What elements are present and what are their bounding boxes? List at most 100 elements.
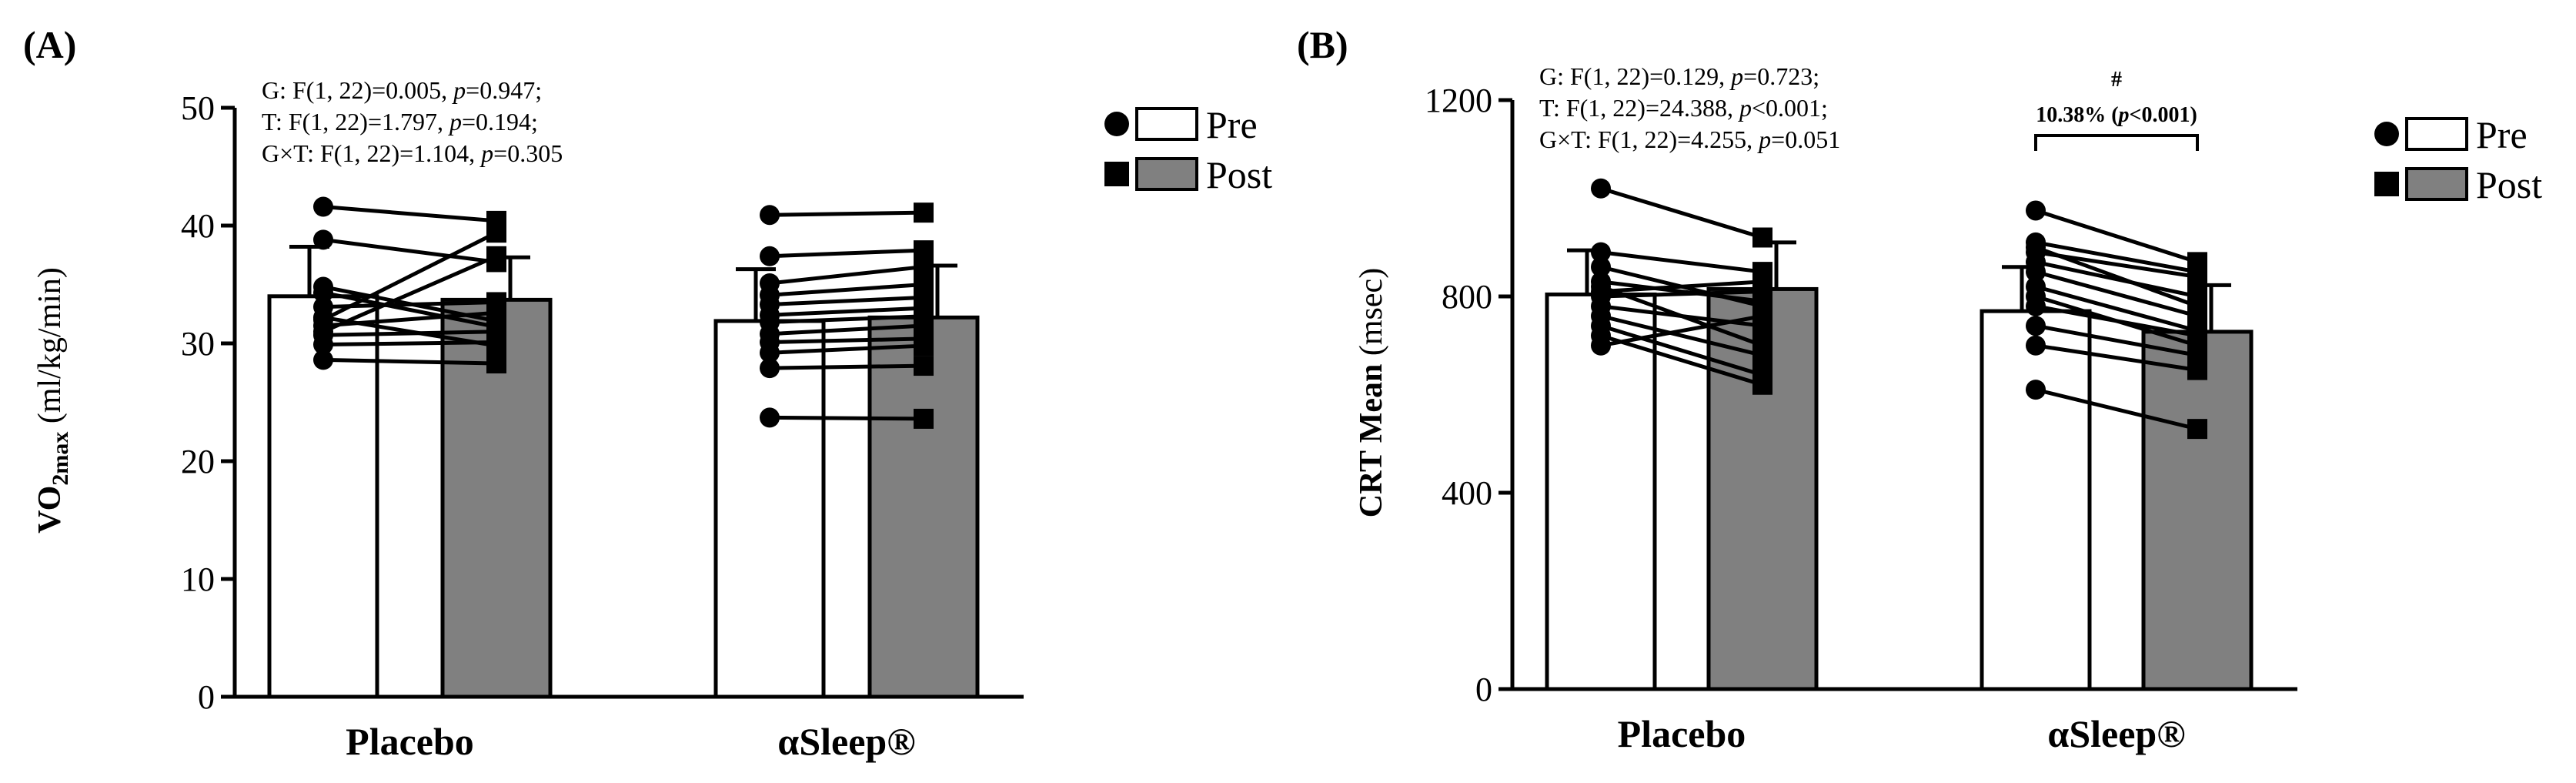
subject-line <box>769 314 924 324</box>
stat-line: T: F(1, 22)=1.797, p=0.194; <box>262 108 538 136</box>
sig-text-post: <0.001) <box>2130 103 2197 127</box>
post-point <box>2187 326 2207 346</box>
legend-label-pre: Pre <box>2476 113 2528 156</box>
pre-point <box>760 407 780 428</box>
y-axis-label-unit: (msec) <box>1354 268 1389 364</box>
stat-text: G: F(1, 22)=0.005, <box>262 76 453 104</box>
subject-line <box>2035 343 2198 373</box>
pre-point <box>1591 256 1611 277</box>
legend-label-pre: Pre <box>1206 103 1258 146</box>
post-point <box>914 202 934 223</box>
legend-pre-marker <box>1104 112 1129 136</box>
stat-value: =0.723; <box>1743 62 1819 90</box>
post-point <box>486 223 506 243</box>
stat-text: G×T: F(1, 22)=4.255, <box>1539 125 1759 153</box>
y-tick-label: 40 <box>181 207 215 245</box>
pre-point <box>2026 200 2046 221</box>
stat-line: T: F(1, 22)=24.388, p<0.001; <box>1539 94 1828 122</box>
y-axis-label-unit: (ml/kg/min) <box>32 267 68 432</box>
category-label: Placebo <box>346 720 474 763</box>
pre-point <box>1591 335 1611 356</box>
post-point <box>2187 360 2207 380</box>
legend-swatch-pre <box>2405 117 2468 151</box>
subject-line <box>322 340 497 347</box>
subject-line <box>1600 333 1763 387</box>
subject-line <box>769 265 924 286</box>
sig-bracket <box>2034 134 2199 151</box>
subject-line <box>322 230 498 322</box>
subject-line <box>322 330 497 337</box>
pre-point <box>760 205 780 226</box>
subject-line <box>2035 245 2198 309</box>
subject-line <box>2035 259 2198 299</box>
pre-point <box>1591 178 1611 199</box>
y-tick-label: 10 <box>181 560 215 598</box>
subject-line <box>1600 314 1763 357</box>
bar-pre <box>1980 309 2092 691</box>
panel-label: (A) <box>23 23 76 66</box>
sig-text-pre: 10.38% ( <box>2036 103 2118 127</box>
stat-value: =0.947; <box>466 76 542 104</box>
y-axis-label: CRT Mean (msec) <box>1354 268 1389 517</box>
category-label: Placebo <box>1618 712 1746 755</box>
subject-line <box>1600 186 1763 239</box>
pre-point <box>2026 237 2046 258</box>
subject-line <box>1600 250 1763 274</box>
subject-line <box>322 254 497 333</box>
y-tick-label: 30 <box>181 325 215 363</box>
stat-p: p <box>479 139 493 167</box>
y-axis-label-main: VO <box>32 486 68 534</box>
pre-point <box>313 283 333 303</box>
subject-line <box>769 363 924 370</box>
post-point <box>1752 306 1772 326</box>
subject-line <box>1600 314 1763 348</box>
y-tick-label: 800 <box>1442 278 1492 316</box>
stat-p: p <box>1757 125 1771 153</box>
pre-point <box>760 343 780 363</box>
category-label: αSleep® <box>2047 712 2185 755</box>
y-axis-label: VO2max (ml/kg/min) <box>32 267 73 534</box>
pre-point <box>1591 242 1611 263</box>
pre-point <box>1591 281 1611 302</box>
legend-pre-marker <box>2374 122 2399 146</box>
y-tick-label: 20 <box>181 443 215 480</box>
pre-point <box>760 246 780 266</box>
post-point <box>1752 345 1772 366</box>
post-point <box>1752 271 1772 292</box>
sig-p: p <box>2117 103 2130 127</box>
pre-point <box>313 350 333 370</box>
stat-line: G×T: F(1, 22)=4.255, p=0.051 <box>1539 125 1840 153</box>
subject-line <box>2035 284 2198 333</box>
stat-p: p <box>452 76 466 104</box>
panel-a: (A) 0 10 20 30 40 50 VO2max (ml/kg/min) Placebo α… <box>23 23 1272 763</box>
post-point <box>914 336 934 356</box>
stat-line: G×T: F(1, 22)=1.104, p=0.305 <box>262 139 563 167</box>
subject-line <box>1600 323 1763 377</box>
post-point <box>914 356 934 376</box>
post-point <box>486 353 506 374</box>
subject-line <box>2035 323 2198 357</box>
legend-swatch-post <box>2405 167 2468 201</box>
subject-line <box>769 306 924 317</box>
post-point <box>2187 266 2207 287</box>
subject-line <box>769 323 924 336</box>
bar-post <box>2141 330 2254 691</box>
subject-line <box>2035 209 2198 264</box>
subject-line <box>769 343 924 355</box>
pre-point <box>760 358 780 379</box>
subject-line <box>2035 387 2198 431</box>
bar-pre <box>1545 292 1657 691</box>
subject-line <box>1600 279 1763 303</box>
pre-point <box>2026 262 2046 283</box>
legend-post-marker <box>1104 162 1129 186</box>
subject-line <box>2035 304 2198 338</box>
y-tick-label: 400 <box>1442 474 1492 512</box>
y-tick-label: 0 <box>198 678 215 716</box>
stat-value: <0.001; <box>1752 94 1828 122</box>
category-label: αSleep® <box>777 720 915 763</box>
subject-line <box>769 415 924 421</box>
post-point <box>914 256 934 277</box>
subject-line <box>322 357 497 366</box>
stat-line: G: F(1, 22)=0.005, p=0.947; <box>262 76 542 104</box>
